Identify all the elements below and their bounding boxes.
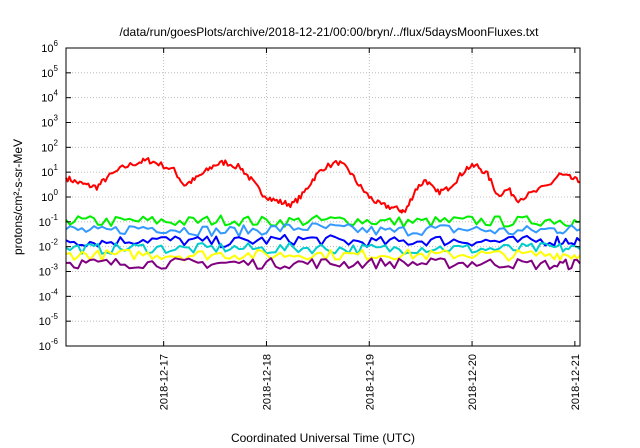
x-tick-label: 2018-12-19 [364,354,376,410]
y-tick-base: 10 [41,192,53,204]
y-tick-label: 102 [41,138,58,154]
plot-frame [65,47,581,347]
y-tick-exponent: 1 [54,163,59,172]
flux-series-line [65,257,581,271]
y-tick-exponent: 6 [54,39,59,48]
x-axis-label: Coordinated Universal Time (UTC) [231,431,415,445]
y-tick-label: 103 [41,114,58,130]
y-tick-exponent: -3 [51,263,59,272]
y-tick-label: 10-2 [39,238,59,254]
y-tick-base: 10 [39,242,51,254]
y-tick-exponent: -5 [51,312,59,321]
y-tick-exponent: -1 [51,213,59,222]
y-tick-base: 10 [41,142,53,154]
x-tick-label: 2018-12-20 [467,354,479,410]
y-tick-base: 10 [41,43,53,55]
x-axis-ticks: 2018-12-17 2018-12-18 2018-12-19 2018-12-20… [159,48,582,410]
y-tick-base: 10 [39,291,51,303]
y-tick-label: 10-1 [39,213,59,229]
y-tick-base: 10 [39,217,51,229]
y-tick-exponent: -4 [51,287,59,296]
y-tick-exponent: -6 [51,337,59,346]
x-tick-label: 2018-12-21 [570,354,582,410]
y-tick-exponent: 5 [54,64,59,73]
y-tick-label: 10-5 [39,312,59,328]
y-tick-base: 10 [39,316,51,328]
chart-title: /data/run/goesPlots/archive/2018-12-21/0… [120,25,540,39]
flux-series-line [65,241,581,256]
y-tick-label: 106 [41,39,58,55]
y-tick-exponent: 4 [54,89,59,98]
grid [66,48,580,346]
y-tick-label: 101 [41,163,58,179]
y-tick-base: 10 [41,167,53,179]
y-tick-exponent: 0 [54,188,59,197]
y-axis-ticks: 10-610-510-410-310-210-11001011021031041… [39,39,580,353]
y-tick-exponent: 2 [54,138,59,147]
y-tick-exponent: -2 [51,238,59,247]
y-tick-label: 104 [41,89,58,105]
y-tick-label: 105 [41,64,58,80]
y-tick-label: 10-4 [39,287,59,303]
flux-series-line [65,248,581,262]
y-tick-base: 10 [41,93,53,105]
flux-series-line [65,214,581,228]
y-tick-base: 10 [39,341,51,353]
y-tick-base: 10 [41,68,53,80]
y-axis-label: protons/cm²-s-sr-MeV [11,139,25,255]
flux-series-line [65,233,581,249]
x-tick-label: 2018-12-18 [261,354,273,410]
y-tick-base: 10 [41,118,53,130]
y-tick-label: 100 [41,188,58,204]
y-tick-label: 10-6 [39,337,59,353]
y-tick-exponent: 3 [54,114,59,123]
series-layer [65,157,581,271]
y-tick-label: 10-3 [39,263,59,279]
y-tick-base: 10 [39,267,51,279]
flux-series-line [65,222,581,238]
x-tick-label: 2018-12-17 [159,354,171,410]
flux-series-line [65,157,581,214]
